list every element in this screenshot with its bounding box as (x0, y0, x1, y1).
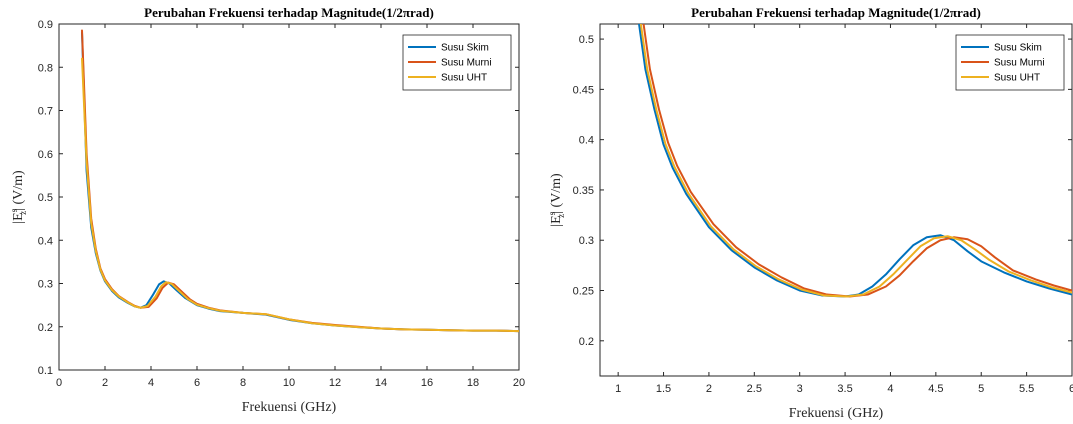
y-tick-label: 0.5 (579, 34, 594, 46)
legend-label: Susu UHT (441, 73, 487, 84)
x-tick-label: 1 (615, 383, 621, 395)
y-tick-label: 0.4 (579, 135, 594, 147)
x-tick-label: 3.5 (837, 383, 852, 395)
x-tick-label: 8 (240, 377, 246, 389)
series-line-susu-uht (81, 57, 519, 333)
chart-title: Perubahan Frekuensi terhadap Magnitude(1… (144, 5, 434, 20)
y-tick-label: 0.2 (579, 336, 594, 348)
y-tick-label: 0.45 (573, 84, 594, 96)
x-tick-label: 6 (194, 377, 200, 389)
x-tick-label: 1.5 (656, 383, 671, 395)
y-axis-title: |Esz| (V/m) (9, 170, 28, 224)
x-tick-label: 0 (56, 377, 62, 389)
legend: Susu Skim Susu Murni Susu UHT (402, 34, 512, 91)
x-tick-label: 18 (467, 377, 479, 389)
plot-area (599, 23, 1073, 377)
series-lines (81, 29, 519, 333)
y-tick-label: 0.6 (38, 149, 53, 161)
legend-label: Susu UHT (994, 73, 1040, 84)
y-tick-label: 0.7 (38, 106, 53, 118)
y-tick-label: 0.1 (38, 365, 53, 377)
legend-label: Susu Skim (994, 43, 1042, 54)
x-tick-label: 5 (978, 383, 984, 395)
x-tick-label: 6 (1069, 383, 1073, 395)
y-axis-title: |Esz| (V/m) (547, 173, 566, 227)
y-tick-label: 0.3 (38, 279, 53, 291)
y-axis-ticks: 0.1 0.2 0.3 0.4 0.5 0.6 0.7 0.8 0.9 (38, 19, 519, 377)
legend: Susu Skim Susu Murni Susu UHT (955, 34, 1065, 91)
y-tick-label: 0.5 (38, 192, 53, 204)
legend-label: Susu Murni (441, 58, 492, 69)
x-tick-label: 2 (102, 377, 108, 389)
y-tick-label: 0.2 (38, 322, 53, 334)
legend-label: Susu Murni (994, 58, 1045, 69)
x-axis-ticks: 1 1.5 2 2.5 3 3.5 4 4.5 5 5.5 6 (615, 24, 1073, 395)
x-tick-label: 5.5 (1019, 383, 1034, 395)
x-tick-label: 2 (706, 383, 712, 395)
series-line-susu-uht (639, 24, 1072, 298)
y-tick-label: 0.4 (38, 235, 53, 247)
series-line-susu-murni (642, 24, 1072, 298)
x-tick-label: 16 (421, 377, 433, 389)
y-tick-label: 0.25 (573, 286, 594, 298)
x-tick-label: 4.5 (928, 383, 943, 395)
y-tick-label: 0.35 (573, 185, 594, 197)
x-axis-title: Frekuensi (GHz) (242, 400, 337, 415)
y-tick-label: 0.8 (38, 62, 53, 74)
x-tick-label: 4 (148, 377, 154, 389)
chart-title: Perubahan Frekuensi terhadap Magnitude(1… (691, 5, 981, 20)
x-tick-label: 12 (329, 377, 341, 389)
chart-left: Perubahan Frekuensi terhadap Magnitude(1… (9, 5, 525, 415)
chart-right: Perubahan Frekuensi terhadap Magnitude(1… (547, 5, 1073, 421)
x-tick-label: 4 (887, 383, 893, 395)
x-tick-label: 2.5 (747, 383, 762, 395)
x-tick-label: 20 (513, 377, 525, 389)
y-tick-label: 0.3 (579, 235, 594, 247)
x-tick-label: 3 (797, 383, 803, 395)
series-lines (638, 24, 1072, 298)
y-tick-label: 0.9 (38, 19, 53, 31)
x-tick-label: 14 (375, 377, 387, 389)
x-tick-label: 10 (283, 377, 295, 389)
x-axis-title: Frekuensi (GHz) (789, 406, 884, 421)
y-axis-ticks: 0.2 0.25 0.3 0.35 0.4 0.45 0.5 (573, 34, 1072, 348)
legend-label: Susu Skim (441, 43, 489, 54)
x-axis-ticks: 0 2 4 6 8 10 12 14 16 18 20 (56, 24, 525, 389)
